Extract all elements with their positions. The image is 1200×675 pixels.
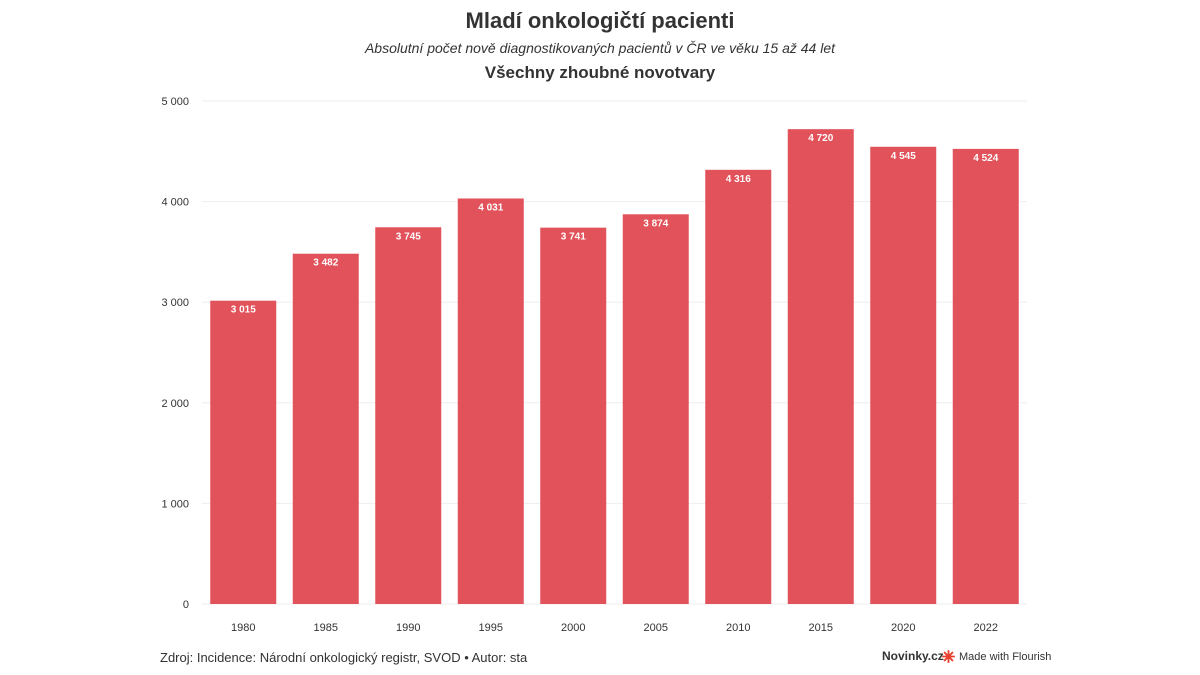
x-tick-label: 2005 bbox=[644, 622, 668, 634]
chart-title: Mladí onkologičtí pacienti bbox=[465, 8, 735, 33]
x-tick-label: 2022 bbox=[974, 622, 998, 634]
made-with-flourish-label: Made with Flourish bbox=[959, 650, 1052, 663]
footer-source: Zdroj: Incidence: Národní onkologický re… bbox=[160, 650, 528, 665]
bar bbox=[210, 300, 277, 604]
bar bbox=[375, 227, 442, 605]
x-tick-label: 1995 bbox=[479, 622, 503, 634]
y-tick-label: 1 000 bbox=[161, 498, 189, 510]
y-tick-label: 4 000 bbox=[161, 197, 189, 209]
bar bbox=[787, 129, 854, 604]
bar-value-label: 3 741 bbox=[561, 232, 586, 243]
y-tick-label: 0 bbox=[183, 599, 189, 611]
bar bbox=[540, 227, 607, 604]
chart-subtitle-category: Všechny zhoubné novotvary bbox=[484, 63, 716, 82]
bar bbox=[870, 146, 937, 604]
x-tick-label: 1985 bbox=[314, 622, 338, 634]
x-tick-label: 2010 bbox=[726, 622, 750, 634]
y-tick-label: 3 000 bbox=[161, 297, 189, 309]
x-tick-label: 2000 bbox=[561, 622, 585, 634]
bar bbox=[457, 198, 524, 605]
made-with-flourish-link[interactable]: Made with Flourish bbox=[942, 650, 1051, 663]
x-tick-label: 2015 bbox=[809, 622, 833, 634]
bar bbox=[952, 148, 1019, 604]
bar bbox=[705, 169, 772, 604]
x-tick-label: 1990 bbox=[396, 622, 420, 634]
bar-value-label: 3 482 bbox=[313, 258, 338, 269]
bar-value-label: 3 745 bbox=[396, 231, 421, 242]
bar-value-label: 4 545 bbox=[891, 151, 916, 162]
bar bbox=[292, 253, 359, 604]
bar-value-label: 4 316 bbox=[726, 174, 751, 185]
x-tick-label: 1980 bbox=[231, 622, 255, 634]
bar-value-label: 3 874 bbox=[643, 218, 668, 229]
bar-value-label: 3 015 bbox=[231, 305, 256, 316]
y-tick-label: 5 000 bbox=[161, 96, 189, 108]
flourish-icon-center bbox=[945, 653, 952, 660]
bar-value-label: 4 524 bbox=[973, 153, 998, 164]
y-tick-label: 2 000 bbox=[161, 398, 189, 410]
chart-subtitle: Absolutní počet nově diagnostikovaných p… bbox=[364, 40, 836, 56]
brand-logo[interactable]: Novinky.cz bbox=[882, 649, 944, 663]
bar-value-label: 4 031 bbox=[478, 202, 503, 213]
flourish-icon bbox=[942, 650, 955, 663]
x-tick-label: 2020 bbox=[891, 622, 915, 634]
bar bbox=[622, 214, 689, 604]
bar-value-label: 4 720 bbox=[808, 133, 833, 144]
